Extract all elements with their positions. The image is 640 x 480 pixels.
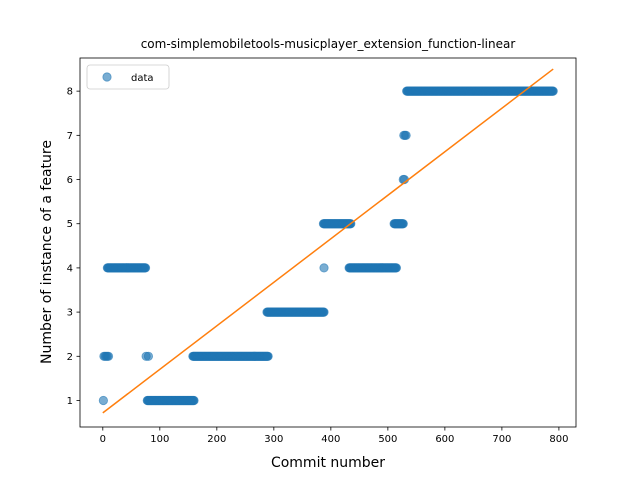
y-tick-label: 1 — [67, 396, 73, 407]
legend-box — [86, 64, 170, 90]
x-tick-label: 0 — [100, 434, 106, 445]
data-point — [189, 395, 199, 406]
y-tick-label: 7 — [67, 131, 73, 142]
y-tick-label: 3 — [67, 308, 73, 319]
y-tick-label: 8 — [67, 87, 73, 98]
axes: 0 100 200 300 400 500 600 700 800 1 2 3 4 5 6 7 8 — [67, 57, 577, 445]
legend: data — [86, 64, 170, 90]
data-point — [319, 263, 329, 273]
y-axis-title: Number of instance of a feature — [39, 140, 55, 364]
y-tick-label: 5 — [67, 219, 73, 230]
x-tick-label: 700 — [492, 434, 511, 445]
x-tick-label: 800 — [549, 434, 568, 445]
x-tick-label: 100 — [150, 434, 169, 445]
data-point — [319, 307, 329, 317]
x-tick-label: 600 — [435, 434, 454, 445]
fit-line — [102, 68, 554, 414]
data-point — [140, 263, 151, 273]
legend-label: data — [131, 73, 154, 84]
data-point — [548, 86, 558, 96]
data-point — [143, 351, 154, 361]
y-tick-label: 2 — [67, 352, 73, 363]
plot-area — [98, 68, 558, 414]
data-series — [98, 86, 558, 406]
data-point — [263, 351, 273, 361]
x-tick-label: 400 — [321, 434, 340, 445]
axes-frame — [79, 57, 577, 428]
x-axis-title: Commit number — [271, 455, 385, 471]
chart-title: com-simplemobiletools-musicplayer_extens… — [141, 37, 516, 51]
legend-marker — [102, 72, 112, 82]
x-tick-label: 500 — [378, 434, 397, 445]
y-tick-label: 4 — [67, 263, 73, 274]
data-point — [398, 219, 408, 229]
x-tick-label: 300 — [264, 434, 283, 445]
data-point — [391, 263, 402, 273]
x-tick-label: 200 — [207, 434, 226, 445]
data-point — [401, 130, 411, 140]
data-point — [103, 351, 114, 361]
data-point — [98, 395, 108, 406]
y-tick-label: 6 — [67, 175, 73, 186]
